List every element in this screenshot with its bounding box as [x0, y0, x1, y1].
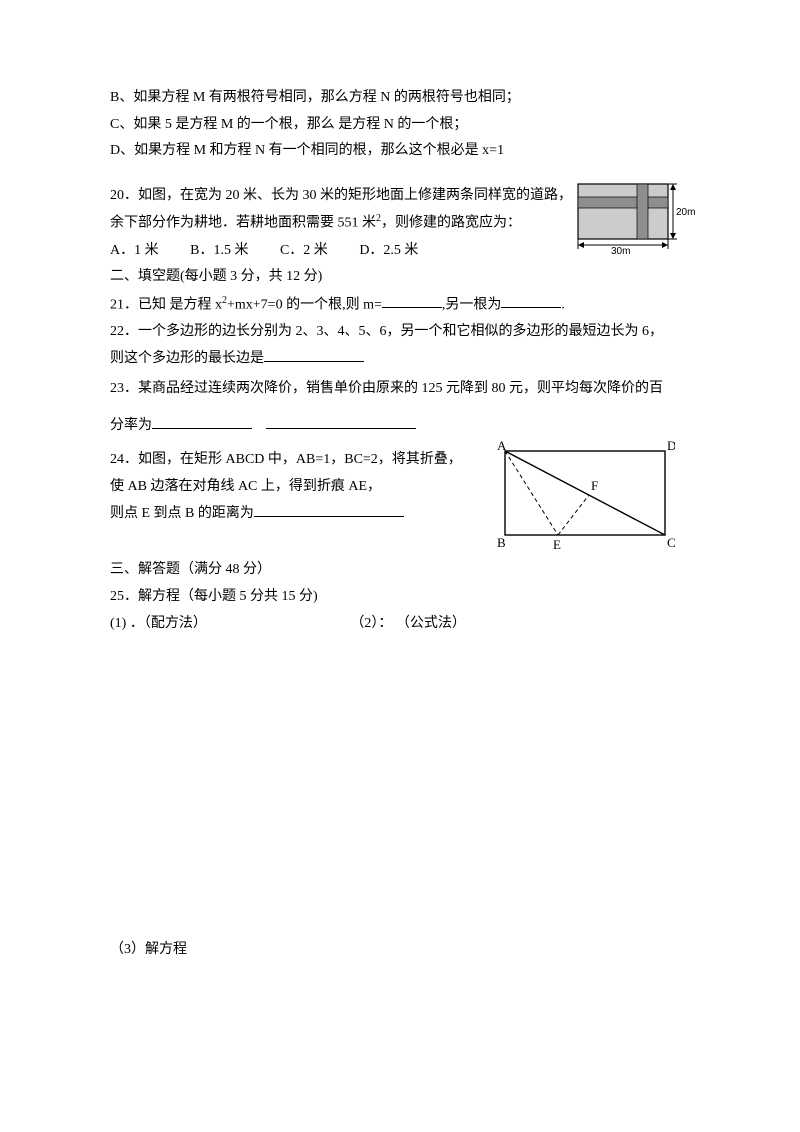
label-E: E [553, 537, 561, 552]
q23-line1: 23．某商品经过连续两次降价，销售单价由原来的 125 元降到 80 元，则平均… [110, 376, 690, 403]
q20-height-label: 20m [676, 207, 695, 218]
q24-figure: A D B C E F [485, 437, 675, 555]
q20-opt-d: D．2.5 米 [359, 243, 418, 258]
q20-opt-b: B．1.5 米 [190, 243, 248, 258]
section2-heading: 二、填空题(每小题 3 分，共 12 分) [110, 264, 690, 291]
q20-width-label: 30m [611, 246, 630, 255]
label-C: C [667, 535, 675, 550]
q23-blank1 [152, 414, 252, 429]
q21-blank1 [382, 293, 442, 308]
label-F: F [591, 478, 598, 493]
q19-option-c: C、如果 5 是方程 M 的一个根，那么 是方程 N 的一个根； [110, 112, 690, 139]
q23-blank2 [266, 414, 416, 429]
q20-block: 20m 30m 20．如图，在宽为 20 米、长为 30 米的矩形地面上修建两条… [110, 183, 690, 264]
exam-page: B、如果方程 M 有两根符号相同，那么方程 N 的两根符号也相同； C、如果 5… [0, 0, 800, 964]
q20-opt-a: A．1 米 [110, 243, 159, 258]
label-D: D [667, 438, 675, 453]
q22-line1: 22．一个多边形的边长分别为 2、3、4、5、6，另一个和它相似的多边形的最短边… [110, 319, 690, 346]
q25-heading: 25．解方程（每小题 5 分共 15 分) [110, 584, 690, 611]
label-A: A [497, 438, 507, 453]
q24-block: A D B C E F 24．如图，在矩形 ABCD 中，AB=1，BC=2，将… [110, 447, 690, 557]
q21-blank2 [501, 293, 561, 308]
q25-part1: (1) ．（配方法） [110, 616, 207, 631]
q19-option-b: B、如果方程 M 有两根符号相同，那么方程 N 的两根符号也相同； [110, 85, 690, 112]
q20-figure: 20m 30m [577, 183, 695, 255]
q24-blank [254, 502, 404, 517]
q19-option-d: D、如果方程 M 和方程 N 有一个相同的根，那么这个根必是 x=1 [110, 138, 690, 165]
q25-part3: （3）解方程 [110, 937, 690, 964]
label-B: B [497, 535, 506, 550]
q20-opt-c: C．2 米 [280, 243, 328, 258]
q25-part2: （2）： （公式法） [350, 616, 466, 631]
q22-line2: 则这个多边形的最长边是 [110, 346, 690, 373]
section3-heading: 三、解答题（满分 48 分） [110, 557, 690, 584]
q25-parts12: (1) ．（配方法） （2）： （公式法） [110, 611, 690, 638]
q23-line2: 分率为 [110, 413, 690, 440]
q21: 21．已知 是方程 x2+mx+7=0 的一个根,则 m=,另一根为. [110, 291, 690, 319]
q22-blank [264, 347, 364, 362]
